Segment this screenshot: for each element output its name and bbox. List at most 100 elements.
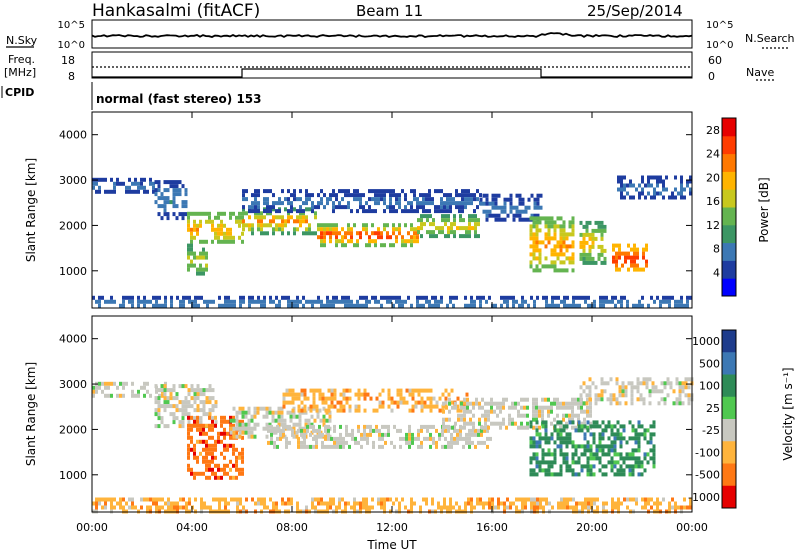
heatmap-cell: [538, 260, 542, 265]
heatmap-cell: [347, 193, 350, 198]
heatmap-cell: [332, 205, 335, 210]
heatmap-cell: [623, 195, 626, 200]
heatmap-cell: [214, 447, 217, 452]
heatmap-cell: [597, 220, 601, 225]
heatmap-cell: [342, 404, 346, 409]
heatmap-cell: [603, 228, 607, 233]
heatmap-cell: [571, 405, 574, 410]
heatmap-cell: [562, 417, 565, 422]
power-colorbar-label: Power [dB]: [757, 177, 771, 242]
heatmap-cell: [408, 392, 412, 397]
heatmap-cell: [92, 181, 95, 186]
heatmap-cell: [521, 209, 525, 214]
heatmap-cell: [435, 428, 438, 433]
heatmap-cell: [612, 397, 616, 402]
heatmap-cell: [677, 303, 680, 308]
heatmap-cell: [597, 228, 601, 233]
heatmap-cell: [538, 432, 542, 437]
heatmap-cell: [187, 219, 190, 224]
heatmap-cell: [300, 392, 304, 397]
heatmap-cell: [428, 201, 431, 206]
heatmap-cell: [326, 223, 329, 228]
heatmap-cell: [365, 303, 368, 308]
heatmap-cell: [553, 472, 557, 477]
heatmap-cell: [557, 501, 560, 506]
heatmap-cell: [155, 501, 158, 506]
heatmap-cell: [637, 472, 641, 477]
heatmap-cell: [387, 404, 391, 409]
heatmap-cell: [553, 236, 557, 241]
heatmap-cell: [535, 405, 538, 410]
heatmap-cell: [556, 252, 560, 257]
heatmap-cell: [462, 218, 465, 223]
heatmap-cell: [302, 209, 305, 214]
heatmap-cell: [621, 251, 624, 256]
heatmap-cell: [535, 420, 539, 425]
heatmap-cell: [521, 505, 524, 510]
heatmap-cell: [471, 432, 474, 437]
heatmap-cell: [131, 295, 134, 300]
heatmap-cell: [503, 501, 506, 506]
heatmap-cell: [163, 404, 167, 409]
heatmap-cell: [532, 232, 536, 237]
heatmap-cell: [429, 432, 432, 437]
heatmap-cell: [550, 464, 554, 469]
heatmap-cell: [178, 424, 182, 429]
heatmap-cell: [585, 228, 589, 233]
heatmap-cell: [603, 224, 607, 229]
heatmap-cell: [344, 189, 347, 194]
heatmap-cell: [515, 299, 518, 304]
heatmap-cell: [199, 416, 203, 421]
heatmap-cell: [235, 410, 239, 415]
heatmap-cell: [202, 251, 205, 256]
heatmap-cell: [536, 213, 540, 218]
heatmap-cell: [263, 505, 266, 510]
heatmap-cell: [565, 436, 569, 441]
heatmap-cell: [457, 413, 460, 418]
heatmap-cell: [316, 414, 320, 419]
heatmap-cell: [586, 460, 590, 465]
heatmap-cell: [486, 444, 489, 449]
heatmap-cell: [592, 432, 596, 437]
heatmap-cell: [265, 414, 269, 419]
heatmap-cell: [624, 393, 628, 398]
heatmap-cell: [611, 501, 614, 506]
heatmap-cell: [529, 236, 533, 241]
heatmap-cell: [450, 440, 453, 445]
heatmap-cell: [494, 303, 497, 308]
heatmap-cell: [187, 463, 190, 468]
heatmap-cell: [547, 224, 551, 229]
heatmap-cell: [544, 405, 547, 410]
heatmap-cell: [317, 299, 320, 304]
heatmap-cell: [568, 420, 572, 425]
heatmap-cell: [502, 401, 505, 406]
heatmap-cell: [630, 393, 634, 398]
heatmap-cell: [208, 384, 212, 389]
heatmap-cell: [404, 243, 407, 248]
heatmap-cell: [362, 223, 365, 228]
heatmap-cell: [532, 405, 535, 410]
heatmap-cell: [589, 464, 593, 469]
heatmap-cell: [338, 497, 341, 502]
heatmap-cell: [101, 381, 104, 386]
heatmap-cell: [95, 189, 98, 194]
heatmap-cell: [417, 444, 420, 449]
heatmap-cell: [474, 218, 477, 223]
heatmap-cell: [687, 397, 691, 402]
heatmap-cell: [227, 295, 230, 300]
heatmap-cell: [547, 448, 551, 453]
heatmap-cell: [181, 420, 185, 425]
heatmap-cell: [303, 388, 307, 393]
power-colorbar-tick: 16: [706, 195, 720, 208]
heatmap-cell: [508, 405, 511, 410]
heatmap-cell: [285, 444, 288, 449]
heatmap-cell: [320, 227, 323, 232]
heatmap-cell: [586, 456, 590, 461]
heatmap-cell: [263, 295, 266, 300]
heatmap-cell: [275, 295, 278, 300]
heatmap-cell: [366, 440, 369, 445]
heatmap-cell: [535, 216, 539, 221]
heatmap-cell: [305, 201, 308, 206]
heatmap-cell: [417, 392, 421, 397]
